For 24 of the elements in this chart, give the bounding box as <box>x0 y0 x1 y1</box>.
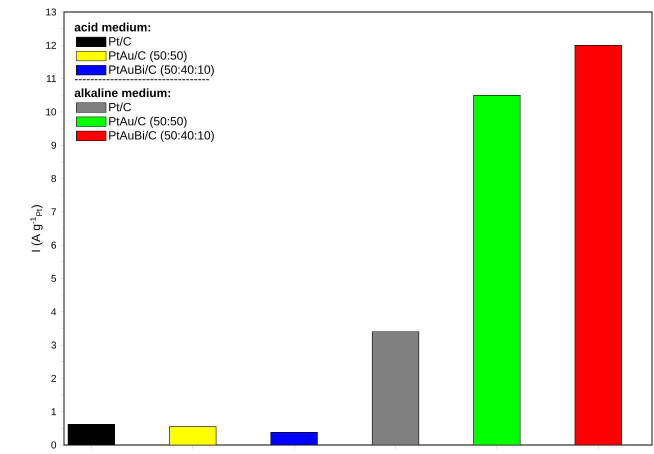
y-tick-label: 8 <box>51 175 56 182</box>
y-tick-label: 12 <box>46 42 56 49</box>
y-tick-label: 10 <box>46 108 56 116</box>
annotation: PtAu/C (50:50) <box>109 50 187 62</box>
annotation: Pt/C <box>109 36 132 46</box>
annotation: PtAuBi/C (50:40:10) <box>109 130 214 142</box>
annotation: PtAu/C (50:50) <box>109 116 187 128</box>
annotation: acid medium: <box>74 22 150 32</box>
y-tick-label: 13 <box>46 8 56 16</box>
y-tick-label: 5 <box>51 274 56 282</box>
y-tick-label: 7 <box>51 208 56 216</box>
y-tick-label: 4 <box>51 308 56 316</box>
y-tick-label: 0 <box>51 441 56 449</box>
annotation: ---------------------------------- <box>74 79 210 80</box>
y-axis-title: I (A g$^{-1}$$_{Pt}$) <box>30 205 43 252</box>
y-tick-label: 3 <box>51 342 56 349</box>
annotation: Pt/C <box>109 102 132 112</box>
y-tick-label: 1 <box>52 408 56 416</box>
y-tick-label: 11 <box>46 75 56 82</box>
annotation: PtAuBi/C (50:40:10) <box>109 65 214 76</box>
y-tick-label: 9 <box>51 142 56 149</box>
annotation: alkaline medium: <box>74 88 170 98</box>
y-tick-label: 2 <box>51 374 56 382</box>
y-tick-label: 6 <box>51 242 56 249</box>
